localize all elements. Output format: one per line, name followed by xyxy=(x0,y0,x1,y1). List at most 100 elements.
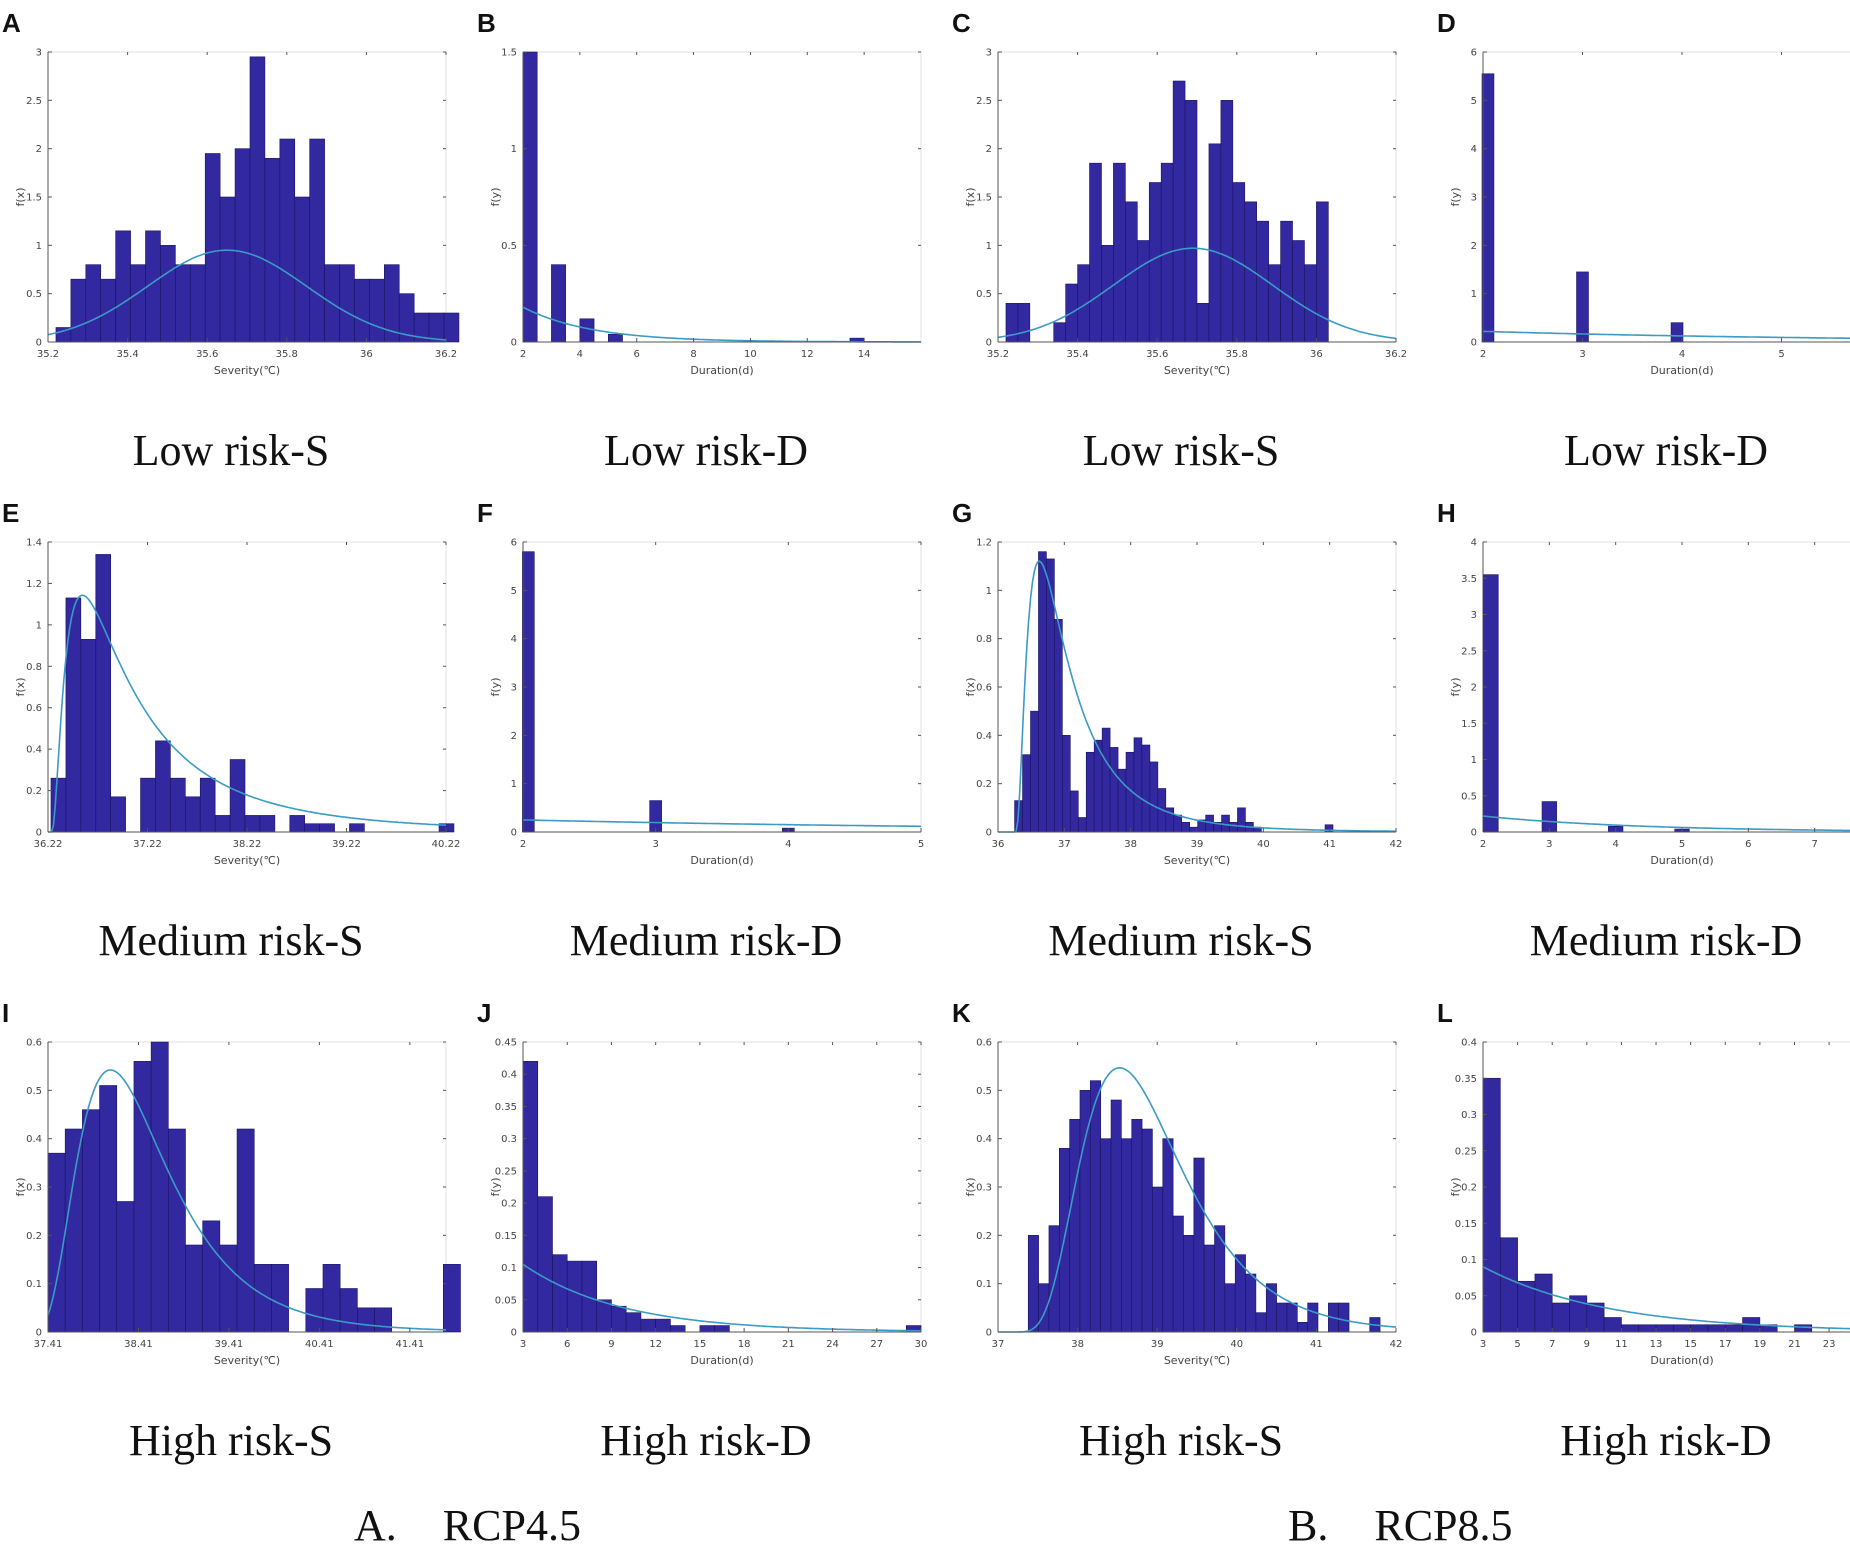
x-tick-label: 30 xyxy=(915,1339,928,1350)
y-tick-label: 0.5 xyxy=(26,1086,42,1097)
x-axis-label: Severity(℃) xyxy=(214,364,280,377)
x-tick-label: 14 xyxy=(858,349,871,360)
y-tick-label: 0.35 xyxy=(1455,1074,1477,1085)
histogram-plot: 3579111315171921232500.050.10.150.20.250… xyxy=(1449,1038,1850,1367)
panel-caption: Low risk-D xyxy=(603,426,809,475)
histogram-bar xyxy=(1027,1235,1039,1333)
bar-group xyxy=(1027,1080,1381,1333)
histogram-bar xyxy=(655,1318,671,1333)
histogram-bar xyxy=(1534,1273,1553,1333)
histogram-bar xyxy=(1090,1080,1101,1333)
y-tick-label: 3 xyxy=(1471,193,1477,204)
histogram-bar xyxy=(175,264,191,343)
histogram-bar xyxy=(1500,1237,1518,1333)
histogram-bar xyxy=(305,1288,324,1333)
histogram-bar xyxy=(581,1260,598,1333)
x-tick-label: 38.41 xyxy=(124,1339,153,1350)
y-axis-label: f(x) xyxy=(14,678,27,697)
histogram-plot: 234560123456Duration(d)f(y) xyxy=(1449,48,1850,377)
panel-letter: J xyxy=(477,998,492,1028)
y-tick-label: 0.5 xyxy=(26,289,42,300)
x-tick-label: 24 xyxy=(826,1339,839,1350)
y-tick-label: 0.25 xyxy=(1455,1146,1477,1157)
y-tick-label: 4 xyxy=(1471,144,1477,155)
x-tick-label: 35.8 xyxy=(1226,349,1248,360)
chart-panel-b: B 2 4 6 8 10 12 14 0 0.5 1 1.5 Duration(d) f(y) Low ri… xyxy=(475,0,937,500)
x-tick-label: 35.2 xyxy=(987,349,1009,360)
y-tick-label: 0.5 xyxy=(976,289,992,300)
y-tick-label: 0.4 xyxy=(1461,1038,1477,1049)
fit-curve xyxy=(1482,815,1850,832)
histogram-bar xyxy=(649,800,662,833)
panel-caption: Low risk-D xyxy=(1563,426,1769,475)
histogram-bar xyxy=(1724,1324,1743,1333)
x-tick-label: 38 xyxy=(1071,1339,1084,1350)
histogram-bar xyxy=(1268,264,1281,343)
histogram-bar xyxy=(1162,1138,1174,1333)
fit-curve xyxy=(47,1069,446,1331)
bar-group xyxy=(1483,574,1690,833)
histogram-plot: 3 6 9 12 15 18 21 24 27 30 0 0.05 0.1 0.15 0.2 0.25 0.3 0… xyxy=(489,1038,928,1368)
panel-caption: Medium risk-D xyxy=(569,916,843,965)
x-axis-label: Duration(d) xyxy=(690,364,753,377)
y-axis-label: f(y) xyxy=(489,188,502,207)
y-tick-label: 1.5 xyxy=(1461,719,1477,730)
histogram-bar xyxy=(99,1085,118,1333)
panel-caption: Low risk-S xyxy=(132,426,330,475)
histogram-bar xyxy=(1148,182,1162,343)
histogram-bar xyxy=(1184,100,1198,343)
histogram-bar xyxy=(1101,245,1114,343)
histogram-bar xyxy=(625,1312,642,1333)
y-axis-label: f(x) xyxy=(964,678,977,697)
panel-caption: High risk-S xyxy=(128,1416,334,1465)
histogram-bar xyxy=(349,823,365,833)
x-axis-label: Severity(℃) xyxy=(1164,1354,1230,1367)
histogram-bar xyxy=(1286,1302,1298,1333)
panel-letter: I xyxy=(2,998,10,1028)
histogram-bar xyxy=(1483,574,1499,833)
fit-curve xyxy=(522,819,921,828)
histogram-plot: 37 38 39 40 41 42 0 0.1 0.2 0.3 0.4 0.5 0.6 Severity(… xyxy=(964,1038,1402,1368)
y-axis-label: f(y) xyxy=(1449,678,1462,697)
x-tick-label: 15 xyxy=(694,1339,707,1350)
plot-frame xyxy=(1482,541,1850,833)
histogram-bar xyxy=(80,639,97,833)
y-tick-label: 0 xyxy=(986,338,992,349)
histogram-bar xyxy=(1196,303,1210,343)
histogram-bar xyxy=(1707,1324,1726,1333)
histogram-bar xyxy=(1062,735,1071,833)
y-tick-label: 0 xyxy=(36,338,42,349)
y-tick-label: 3 xyxy=(1471,610,1477,621)
x-tick-label: 3 xyxy=(520,1339,526,1350)
histogram-bar xyxy=(443,312,460,343)
histogram-bar xyxy=(1077,817,1087,833)
chart-panel-i: I 37.41 38.41 39.41 40.41 41.41 0 0.1 0.2 0.3 0.4 0… xyxy=(0,990,462,1490)
x-tick-label: 12 xyxy=(649,1339,662,1350)
y-axis-label: f(y) xyxy=(1449,1178,1462,1197)
histogram-bar xyxy=(1203,1244,1215,1333)
y-tick-label: 1 xyxy=(36,241,42,252)
histogram-bar xyxy=(185,1244,203,1333)
chart-panel-f: F 2 3 4 5 0 1 2 3 4 5 6 Duration(d) f(y) Medium risk-D xyxy=(475,490,937,990)
histogram-bar xyxy=(304,823,320,833)
fit-curve xyxy=(522,1263,921,1332)
histogram-bar xyxy=(1070,790,1079,833)
histogram-bar xyxy=(116,1201,135,1333)
x-tick-label: 23 xyxy=(1823,1339,1836,1350)
panel-caption: Medium risk-S xyxy=(1048,916,1314,965)
histogram-bar xyxy=(1338,1302,1350,1333)
y-tick-label: 0 xyxy=(511,1328,517,1339)
x-tick-label: 21 xyxy=(1788,1339,1801,1350)
y-axis-label: f(x) xyxy=(964,1178,977,1197)
chart-panel-h: H234567800.511.522.533.54Duration(d)f(y)… xyxy=(1435,490,1850,990)
x-tick-label: 6 xyxy=(1745,839,1751,850)
y-tick-label: 1.5 xyxy=(976,193,992,204)
histogram-bar xyxy=(322,1264,341,1333)
x-axis-label: Duration(d) xyxy=(1650,364,1713,377)
fit-curve xyxy=(48,594,447,833)
histogram-bar xyxy=(1038,1283,1050,1333)
histogram-bar xyxy=(100,278,116,343)
y-tick-label: 0.5 xyxy=(976,1086,992,1097)
x-tick-label: 3 xyxy=(1480,1339,1486,1350)
fit-curve xyxy=(1482,1266,1850,1330)
